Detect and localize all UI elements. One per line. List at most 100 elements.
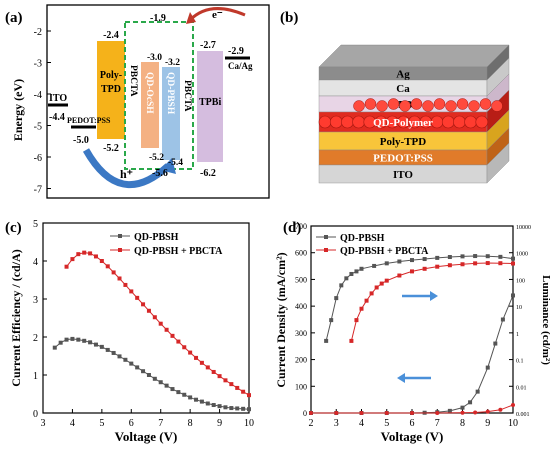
panel-c-ytick-label: 4: [33, 257, 38, 268]
panel-d-point: [334, 411, 339, 415]
panel-c-frame: [42, 222, 250, 414]
panel-c-series-line: [54, 338, 250, 410]
panel-d-xtick-label: 7: [435, 418, 440, 429]
panel-d-point: [410, 269, 414, 274]
panel-d-y2tick-label: 10000: [516, 225, 531, 231]
panel-d-point: [384, 278, 389, 283]
panel-d-point: [359, 306, 364, 311]
panel-c-point: [88, 251, 93, 256]
panel-c-point: [217, 374, 222, 379]
panel-c-point: [211, 403, 216, 408]
stack-layer-label: ITO: [393, 169, 413, 181]
panel-d-ytick-label: 200: [295, 356, 307, 365]
panel-c-series-line: [66, 252, 250, 396]
arrow-right-head: [430, 291, 438, 301]
quantum-dot: [364, 98, 377, 110]
panel-c-point: [211, 369, 216, 374]
panel-d-point: [498, 254, 503, 259]
panel-c-point: [247, 393, 251, 398]
panel-c-point: [158, 321, 163, 326]
polytpd-name: Poly-: [100, 70, 122, 81]
panel-d-ytick-label: 400: [295, 302, 307, 311]
panel-d-point: [334, 296, 339, 301]
panel-c-xlabel: Voltage (V): [115, 429, 178, 444]
panel-d-legend-label: QD-PBSH: [340, 233, 385, 244]
panel-a-ytick-label: -2: [34, 27, 42, 38]
panel-a: (a) Energy (eV) -2 -3 -4 -5 -6 -7 ITO -4.4 PE…: [5, 4, 270, 199]
quantum-dot: [464, 115, 477, 129]
panel-d-point: [354, 269, 359, 274]
panel-c-point: [170, 333, 175, 338]
panel-c-point: [111, 350, 116, 355]
panel-c-legend-marker: [118, 234, 122, 238]
panel-c-point: [217, 404, 222, 409]
electron-arrow: [188, 7, 246, 22]
panel-d-ytick-label: 100: [295, 382, 307, 391]
ito-name: ITO: [49, 93, 67, 104]
panel-d-point: [369, 291, 374, 296]
panel-c-point: [205, 365, 210, 370]
electron-label: e⁻: [212, 9, 223, 21]
panel-a-ytick-label: -3: [34, 59, 42, 70]
panel-d-point: [511, 256, 515, 261]
panel-c-point: [229, 406, 234, 411]
panel-c-point: [123, 282, 128, 287]
panel-c-point: [247, 407, 251, 412]
panel-d-point: [447, 255, 452, 260]
panel-c-point: [170, 387, 175, 392]
panel-c-point: [241, 389, 246, 394]
panel-c-point: [205, 401, 210, 406]
panel-c-xtick-label: 6: [129, 418, 134, 429]
panel-d-xtick-label: 3: [334, 418, 339, 429]
panel-d-point: [410, 258, 414, 263]
panel-d-ytick-label: 300: [295, 329, 307, 338]
stack-layer-label: Ag: [396, 69, 410, 81]
panel-d-point: [498, 407, 503, 412]
panel-c-point: [129, 289, 134, 294]
ito-level: -4.4: [49, 112, 65, 123]
pedot-name: PEDOT:PSS: [67, 116, 111, 125]
panel-d-point: [339, 283, 344, 288]
quantum-dot: [352, 115, 365, 129]
panel-c-legend: QD-PBSH QD-PBSH + PBCTA: [110, 232, 223, 257]
panel-d-point: [435, 264, 440, 269]
panel-c-ytick-label: 5: [33, 219, 38, 230]
panel-d-point: [475, 389, 480, 394]
panel-c-point: [141, 302, 146, 307]
qdocsh-top: -3.0: [147, 53, 162, 63]
panel-c-label: (c): [5, 220, 22, 236]
qdocsh-bottom: -5.2: [149, 153, 164, 163]
quantum-dot: [410, 98, 423, 110]
panel-c-point: [188, 395, 193, 400]
panel-c-point: [123, 357, 128, 362]
panel-c-point: [105, 347, 110, 352]
quantum-dot: [456, 98, 469, 110]
panel-c-point: [82, 250, 87, 255]
quantum-dot: [433, 98, 446, 110]
panel-d-point: [359, 411, 364, 415]
quantum-dot: [399, 100, 411, 112]
panel-d-point: [511, 261, 515, 266]
panel-c-point: [82, 338, 87, 343]
panel-d-ytick-label: 500: [295, 275, 307, 284]
panel-d-point: [374, 285, 379, 290]
panel-c-point: [135, 295, 140, 300]
panel-d: (d) Current Density (mA/cm²) Luminance (…: [274, 220, 550, 444]
panel-c: (c) Current Efficiency / (cd/A) Voltage …: [5, 219, 254, 444]
panel-c-point: [117, 276, 122, 281]
panel-a-yticks: -2 -3 -4 -5 -6 -7: [34, 27, 51, 196]
stack-layer-side: [486, 142, 510, 184]
panel-d-series-line: [350, 262, 514, 342]
panel-c-axes: 3 4 5 6 7 8 9 10 0 1 2 3 4 5: [33, 219, 254, 429]
caag-level: -2.9: [228, 46, 244, 57]
polytpd-homo-top: -2.4: [103, 30, 119, 41]
panel-c-point: [129, 361, 134, 366]
stack-layer-label: Ca: [396, 83, 410, 95]
panel-c-legend-label: QD-PBSH + PBCTA: [134, 246, 223, 257]
panel-c-point: [76, 337, 81, 342]
tpbi-band: [197, 51, 223, 162]
tpbi-top: -2.7: [200, 40, 216, 51]
panel-d-point: [329, 318, 334, 323]
polytpd-lumo-bottom: -5.2: [103, 143, 119, 154]
